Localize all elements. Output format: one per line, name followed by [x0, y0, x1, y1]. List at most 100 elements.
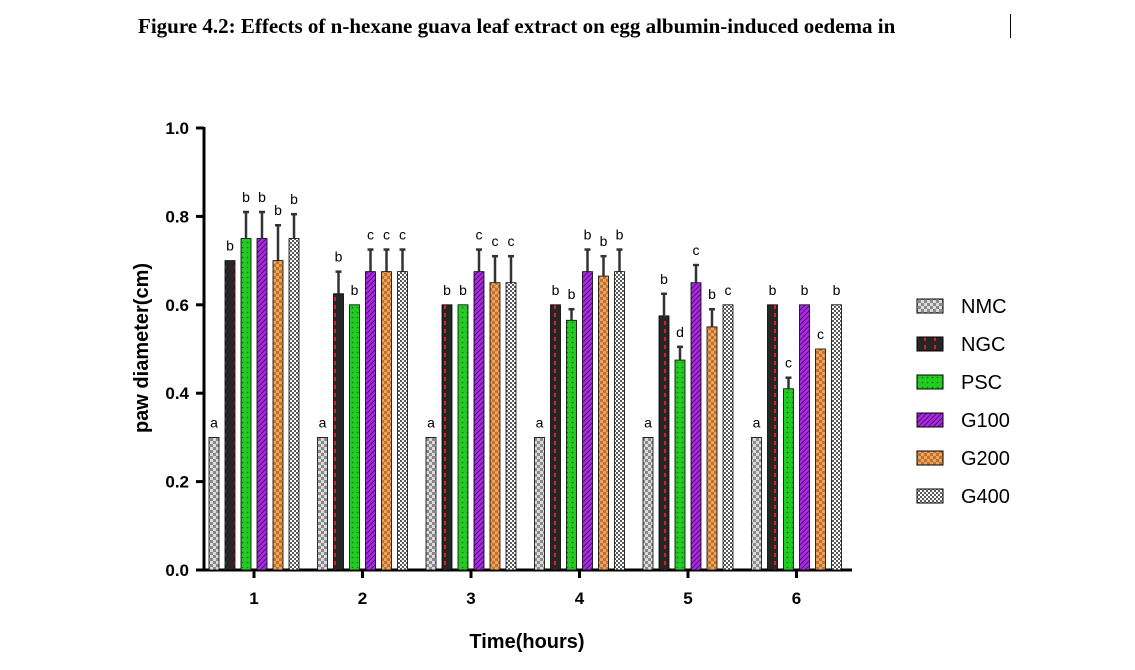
significance-label: a: [427, 414, 435, 430]
significance-label: b: [290, 191, 298, 207]
bar-g200-2: [381, 271, 392, 571]
legend-swatch-nmc: [916, 298, 944, 314]
bar-nmc-3: [425, 436, 437, 571]
significance-label: b: [600, 233, 608, 249]
bar-ngc-4: [550, 304, 561, 571]
bar-nmc-2: [317, 436, 328, 571]
bar-ngc-5: [658, 315, 670, 571]
legend-label-g100: G100: [961, 410, 1010, 432]
bar-ngc-1: [224, 260, 236, 571]
significance-label: b: [351, 282, 359, 298]
error-bar-psc-5: [677, 345, 683, 361]
bar-psc-2: [349, 304, 360, 571]
bar-g100-3: [473, 271, 485, 571]
significance-label: a: [210, 414, 218, 430]
significance-label: b: [443, 282, 451, 298]
bar-g100-1: [256, 238, 268, 571]
y-tick-label: 0.8: [165, 207, 189, 226]
y-tick-label: 0.6: [165, 296, 189, 315]
significance-label: d: [676, 324, 684, 340]
bar-nmc-6: [751, 436, 762, 571]
bar-ngc-3: [441, 304, 453, 571]
bar-nmc-4: [534, 436, 545, 571]
error-bar-g400-1: [291, 212, 297, 239]
significance-label: a: [319, 414, 327, 430]
significance-label: b: [568, 286, 576, 302]
y-tick-label: 0.2: [165, 473, 189, 492]
legend-swatch-g400: [916, 488, 944, 504]
bar-psc-3: [457, 304, 469, 571]
significance-label: c: [399, 227, 406, 243]
legend-label-ngc: NGC: [961, 334, 1005, 356]
error-bar-ngc-2: [335, 270, 342, 294]
bar-g400-4: [614, 271, 625, 571]
error-bar-g100-3: [476, 248, 482, 272]
bar-psc-1: [240, 238, 252, 571]
error-bar-g100-1: [259, 210, 265, 239]
y-tick-label: 0.4: [165, 384, 189, 403]
bar-g400-3: [505, 282, 517, 571]
significance-label: b: [274, 202, 282, 218]
bar-g200-1: [272, 260, 284, 571]
text-cursor: [1010, 14, 1011, 38]
x-axis-title: Time(hours): [469, 631, 584, 653]
bar-psc-6: [783, 388, 794, 571]
significance-label: c: [785, 355, 792, 371]
significance-label: b: [226, 238, 234, 254]
bar-g400-6: [831, 304, 842, 571]
significance-label: c: [508, 233, 515, 249]
bar-g200-6: [815, 348, 826, 571]
x-tick-label: 3: [466, 589, 475, 608]
bar-ngc-6: [767, 304, 778, 571]
legend-swatch-g200: [916, 450, 944, 466]
error-bar-g400-2: [399, 248, 406, 272]
significance-label: b: [335, 249, 343, 265]
error-bar-g200-4: [600, 254, 607, 277]
figure-title: Figure 4.2: Effects of n-hexane guava le…: [138, 14, 896, 38]
significance-label: b: [552, 282, 560, 298]
bar-g400-2: [397, 271, 408, 571]
bar-psc-4: [566, 319, 577, 571]
significance-label: b: [258, 189, 266, 205]
error-bar-g200-3: [492, 254, 498, 283]
significance-label: c: [492, 233, 499, 249]
bar-g100-5: [690, 282, 702, 571]
error-bar-psc-4: [568, 307, 575, 321]
significance-label: c: [725, 282, 732, 298]
bar-g400-1: [288, 238, 300, 571]
y-tick-label: 0.0: [165, 561, 189, 580]
x-tick-label: 1: [249, 589, 258, 608]
error-bar-g100-5: [693, 263, 699, 283]
error-bar-g100-2: [367, 248, 374, 272]
significance-label: c: [476, 227, 483, 243]
x-tick-label: 2: [358, 589, 367, 608]
significance-label: a: [753, 414, 761, 430]
error-bar-g100-4: [584, 248, 591, 272]
significance-label: b: [708, 286, 716, 302]
error-bar-g200-5: [709, 307, 715, 327]
legend-label-nmc: NMC: [961, 296, 1007, 318]
x-tick-label: 4: [575, 589, 585, 608]
significance-label: b: [769, 282, 777, 298]
error-bar-psc-6: [785, 376, 792, 389]
legend-swatch-g100: [916, 412, 944, 428]
significance-label: b: [660, 271, 668, 287]
y-tick-label: 1.0: [165, 119, 189, 138]
significance-label: b: [459, 282, 467, 298]
x-tick-label: 6: [792, 589, 801, 608]
legend-label-g200: G200: [961, 448, 1010, 470]
legend-label-psc: PSC: [961, 372, 1002, 394]
legend: NMC NGC PSC G100 G200 G400: [916, 296, 1010, 508]
bar-g200-4: [598, 275, 609, 571]
bar-g400-5: [722, 304, 734, 571]
y-axis-title: paw diameter(cm): [131, 263, 153, 433]
significance-label: a: [536, 414, 544, 430]
bar-nmc-1: [208, 436, 220, 571]
error-bar-g200-2: [383, 248, 390, 272]
bar-g200-5: [706, 326, 718, 571]
error-bar-psc-1: [243, 210, 249, 239]
bar-g200-3: [489, 282, 501, 571]
significance-label: b: [584, 227, 592, 243]
bar-ngc-2: [333, 293, 344, 571]
